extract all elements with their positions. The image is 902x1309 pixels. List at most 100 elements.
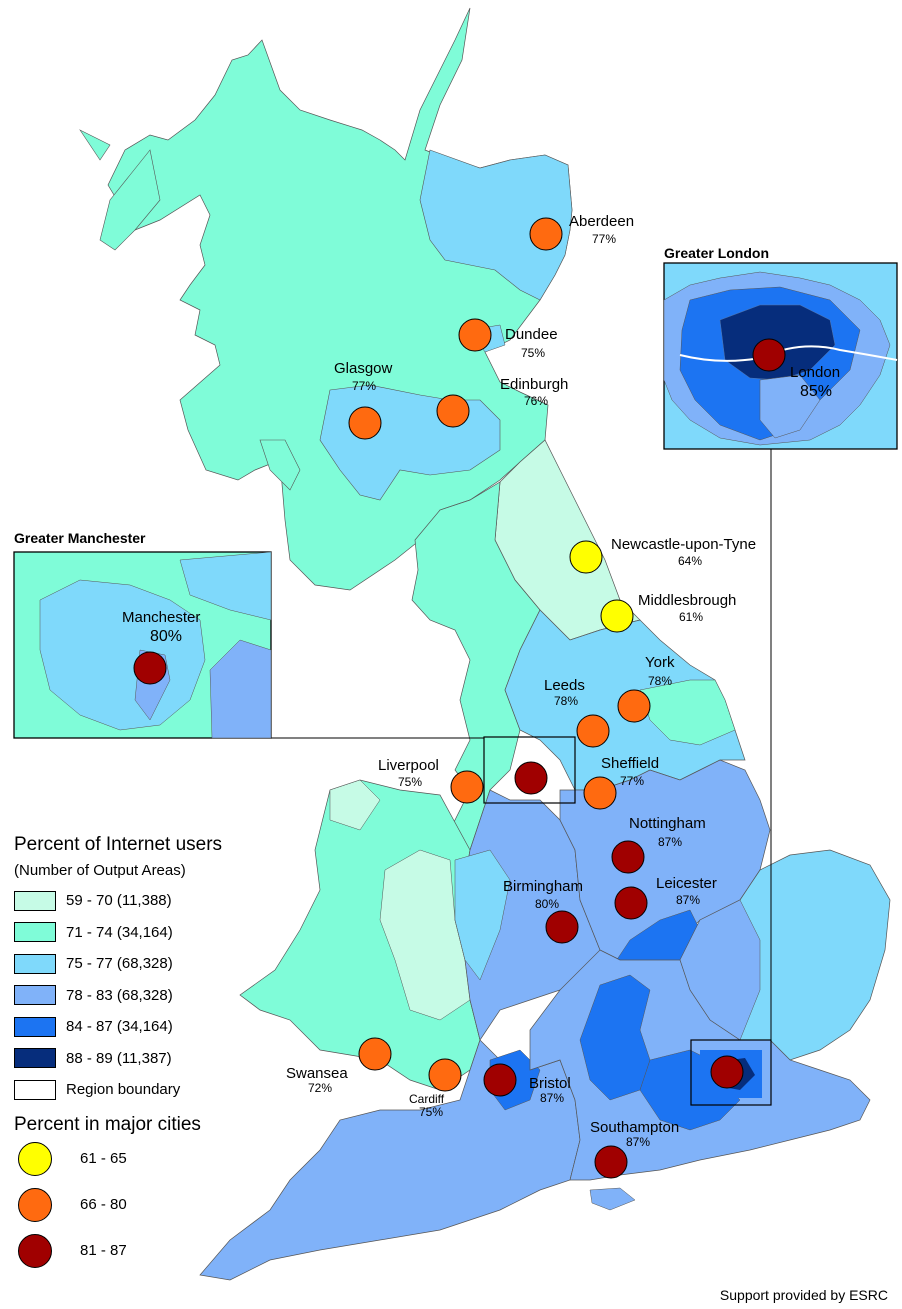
city-label-leicester: Leicester [656,875,717,892]
legend-swatch-boundary [14,1079,56,1100]
london-inset-pct: 85% [800,383,832,400]
city-pct-aberdeen: 77% [592,232,616,246]
legend-cities-title: Percent in major cities [14,1113,201,1135]
legend-swatch [14,890,56,911]
city-marker-manchester [514,761,548,795]
city-label-newcastle: Newcastle-upon-Tyne [611,536,756,553]
legend-city-label: 81 - 87 [80,1242,127,1259]
city-marker-sheffield [583,776,617,810]
city-label-bristol: Bristol [529,1075,571,1092]
city-pct-newcastle: 64% [678,554,702,568]
region-wales-north [329,779,381,831]
city-pct-birmingham: 80% [535,897,559,911]
city-label-swansea: Swansea [286,1065,348,1082]
city-label-birmingham: Birmingham [503,878,583,895]
legend-class-row: 78 - 83 (68,328) [14,980,314,1012]
city-marker-nottingham [611,840,645,874]
city-label-nottingham: Nottingham [629,815,706,832]
legend-swatch [14,1048,56,1069]
legend-city-label: 66 - 80 [80,1196,127,1213]
legend-swatch [14,953,56,974]
city-marker-bristol [483,1063,517,1097]
city-label-leeds: Leeds [544,677,585,694]
city-label-cardiff: Cardiff [409,1092,445,1106]
legend-class-row: 84 - 87 (34,164) [14,1011,314,1043]
city-marker-aberdeen [529,217,563,251]
city-label-liverpool: Liverpool [378,757,439,774]
credit-text: Support provided by ESRC [719,1287,888,1303]
legend-swatch [14,985,56,1006]
city-pct-glasgow: 77% [352,379,376,393]
legend-swatch [14,1016,56,1037]
legend-city-row: 61 - 65 [14,1136,314,1182]
city-label-aberdeen: Aberdeen [569,213,634,230]
city-pct-southampton: 87% [626,1135,650,1149]
city-marker-southampton [594,1145,628,1179]
legend-class-row: 88 - 89 (11,387) [14,1043,314,1075]
city-label-middlesbrough: Middlesbrough [638,592,736,609]
city-pct-leicester: 87% [676,893,700,907]
legend-circle [18,1233,52,1268]
city-marker-swansea [358,1037,392,1071]
legend-region-boundary-label: Region boundary [66,1081,181,1099]
legend-class-label: 88 - 89 (11,387) [66,1049,172,1067]
manchester-inset-marker [133,651,167,685]
city-marker-liverpool [450,770,484,804]
city-pct-middlesbrough: 61% [679,610,703,624]
city-marker-birmingham [545,910,579,944]
city-pct-york: 78% [648,674,672,688]
city-label-york: York [645,654,675,671]
legend-region-boundary-row: Region boundary [14,1074,314,1106]
city-marker-edinburgh [436,394,470,428]
legend-circle [18,1187,52,1222]
legend-class-row: 71 - 74 (34,164) [14,917,314,949]
city-marker-leicester [614,886,648,920]
london-inset-title: Greater London [664,245,769,261]
city-label-glasgow: Glasgow [334,360,393,377]
city-label-southampton: Southampton [590,1119,679,1136]
legend-class-row: 59 - 70 (11,388) [14,885,314,917]
thames-river [679,345,898,362]
manchester-locator-box [483,736,576,804]
london-inset-label: London [790,364,840,381]
london-inset-south [759,374,821,439]
city-label-dundee: Dundee [505,326,558,343]
city-pct-sheffield: 77% [620,774,644,788]
city-marker-middlesbrough [600,599,634,633]
legend-class-label: 84 - 87 (34,164) [66,1018,173,1036]
region-westmidlands-west [454,849,511,981]
city-marker-glasgow [348,406,382,440]
legend-title: Percent of Internet users [14,834,223,855]
legend-class-label: 78 - 83 (68,328) [66,986,173,1004]
legend-city-row: 81 - 87 [14,1228,314,1274]
city-pct-dundee: 75% [521,346,545,360]
london-locator-box [690,1039,772,1106]
city-marker-leeds [576,714,610,748]
city-marker-london [710,1055,744,1089]
city-marker-cardiff [428,1058,462,1092]
legend-class-label: 75 - 77 (68,328) [66,955,173,973]
manchester-inset-east [209,639,272,739]
city-pct-nottingham: 87% [658,835,682,849]
legend: Percent of Internet users (Number of Out… [14,834,314,1274]
legend-circle [18,1141,52,1176]
legend-swatch [14,922,56,943]
city-pct-liverpool: 75% [398,775,422,789]
city-pct-edinburgh: 76% [524,394,548,408]
city-marker-dundee [458,318,492,352]
region-isle-of-wight [589,1187,636,1211]
city-pct-bristol: 87% [540,1091,564,1105]
city-marker-newcastle [569,540,603,574]
region-scotland-east [419,149,573,301]
london-inset-marker [752,338,786,372]
city-label-edinburgh: Edinburgh [500,376,568,393]
legend-city-row: 66 - 80 [14,1182,314,1228]
city-pct-swansea: 72% [308,1081,332,1095]
region-yorkshire-east [639,679,736,746]
islands-west [79,129,301,491]
city-marker-york [617,689,651,723]
legend-class-label: 59 - 70 (11,388) [66,892,172,910]
manchester-inset-northeast [179,551,272,621]
legend-subtitle: (Number of Output Areas) [14,862,186,879]
